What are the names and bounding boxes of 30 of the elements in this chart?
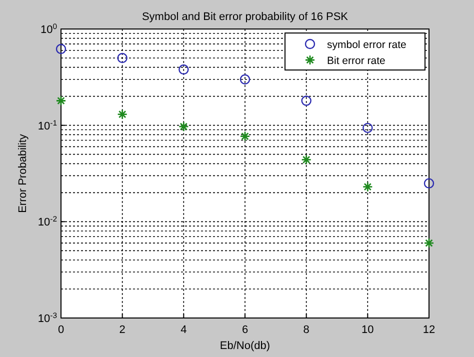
point xyxy=(362,182,373,192)
point xyxy=(301,154,312,165)
chart-title: Symbol and Bit error probability of 16 PSK xyxy=(142,11,349,23)
point xyxy=(178,121,189,132)
x-tick-label: 6 xyxy=(242,324,248,336)
point xyxy=(240,74,250,84)
y-tick-label: 10$^{-3}$ xyxy=(38,310,57,325)
point xyxy=(117,109,128,120)
y-tick-label: 10$^{0}$ xyxy=(40,22,57,36)
point xyxy=(424,238,434,248)
point xyxy=(424,178,434,188)
point xyxy=(117,52,128,64)
point xyxy=(178,64,189,75)
point xyxy=(362,122,373,134)
y-tick-label: 10$^{-1}$ xyxy=(38,118,57,132)
y-axis-title: Error Probability xyxy=(17,134,29,213)
point xyxy=(240,131,250,142)
legend-label: symbol error rate xyxy=(327,39,407,51)
x-tick-label: 8 xyxy=(303,324,310,336)
x-tick-label: 2 xyxy=(119,324,126,336)
x-tick-label: 0 xyxy=(58,324,64,336)
legend-label: Bit error rate xyxy=(327,55,386,67)
x-tick-label: 12 xyxy=(422,324,436,336)
point xyxy=(56,96,66,106)
x-axis-title: Eb/No(db) xyxy=(220,340,270,352)
point xyxy=(301,96,312,106)
point xyxy=(56,44,66,54)
x-tick-label: 10 xyxy=(362,324,374,336)
x-tick-label: 4 xyxy=(180,324,187,336)
y-tick-label: 10$^{-2}$ xyxy=(38,214,57,229)
